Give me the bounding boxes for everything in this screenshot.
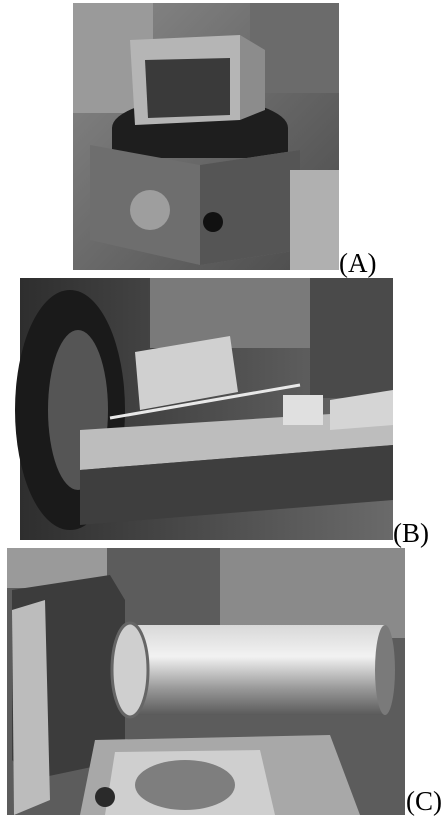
- panel-label: (C): [406, 786, 442, 816]
- panel-label: (B): [393, 518, 429, 548]
- panel-label: (A): [339, 248, 376, 278]
- photo-a: [73, 3, 339, 270]
- photo-b: [15, 278, 393, 540]
- photo-c: [7, 548, 405, 815]
